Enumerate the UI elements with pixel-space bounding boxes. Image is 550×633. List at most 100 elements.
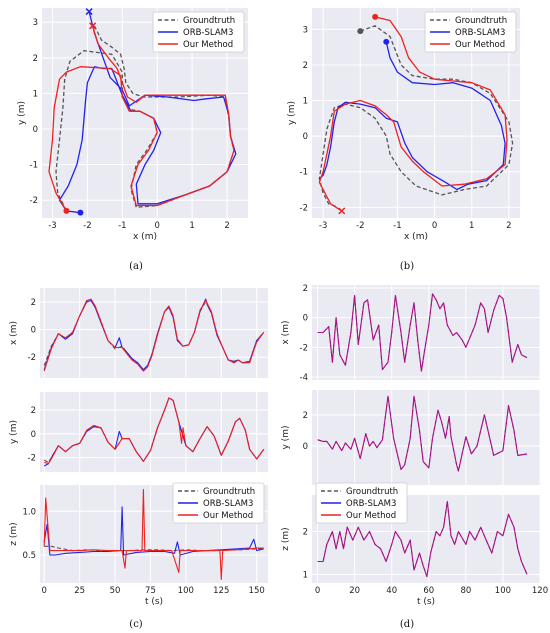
panel-c-legend-label: ORB-SLAM3	[203, 499, 253, 509]
panel-a-xtick-label: -3	[48, 221, 56, 231]
panel-a-orb-start-marker-b	[85, 8, 93, 16]
panel-b-ours-start-marker	[372, 13, 379, 20]
panel-d-legend-box	[315, 482, 408, 524]
panel-a-ours-end-marker	[63, 207, 70, 214]
panel-label-c: (c)	[129, 619, 143, 630]
panel-b-legend-label: ORB-SLAM3	[455, 28, 505, 38]
panel-b-series-orb	[318, 41, 506, 191]
panel-c-sub2-ytick-label: 2	[31, 406, 36, 416]
panel-b-ytick-label: 2	[303, 61, 308, 71]
panel-c-legend: Groundtruth ORB-SLAM3 Our Method	[172, 482, 265, 524]
panel-a-legend-box	[152, 11, 245, 53]
panel-d-sub3-xtick-label: 100	[495, 586, 511, 596]
panel-a-ytick-label: 2	[33, 54, 38, 64]
panel-label-a: (a)	[129, 261, 143, 272]
panel-d-sub1-ytick-label: -4	[300, 373, 308, 383]
panel-d-sub3-xtick-label: 120	[532, 586, 548, 596]
panel-d-sub3-ytick-label: 1	[303, 570, 308, 580]
panel-b-series-ours	[318, 16, 508, 212]
panel-d-sub2-ytick-label: 0	[303, 442, 308, 452]
panel-b-ytick-label: 3	[303, 25, 308, 35]
panel-b-ytick-label: -1	[300, 168, 308, 178]
panel-b-xtick-label: 0	[432, 221, 437, 231]
panel-b-xlabel: x (m)	[404, 232, 428, 242]
panel-d-sub3-xtick-label: 20	[349, 586, 360, 596]
panel-c-sub2-plot-area	[40, 392, 268, 472]
panel-a-series-groundtruth	[55, 25, 235, 212]
panel-a-ytick-label: 0	[33, 125, 38, 135]
panel-b-ytick-label: -2	[300, 203, 308, 213]
panel-c-sub2-series-ours	[44, 397, 265, 465]
panel-b-ytick-label: 1	[303, 97, 308, 107]
panel-c-legend-label: Groundtruth	[203, 487, 255, 497]
panel-d-sub2-ylabel: y (m)	[281, 426, 291, 450]
panel-d-legend: Groundtruth ORB-SLAM3 Our Method	[315, 482, 408, 524]
panel-b-legend-label: Groundtruth	[455, 16, 507, 26]
panel-a-series-ours	[48, 25, 235, 212]
panel-a-xtick-label: -2	[83, 221, 91, 231]
panel-a-legend-label: Our Method	[183, 40, 233, 50]
panel-a-xtick-label: 2	[224, 221, 229, 231]
panel-d-legend-label: Groundtruth	[346, 487, 398, 497]
panel-b-legend-box	[424, 11, 517, 53]
panel-d-sub3-xtick-label: 40	[386, 586, 397, 596]
panel-b-legend: Groundtruth ORB-SLAM3 Our Method	[424, 11, 517, 53]
panel-a-xtick-label: 1	[189, 221, 194, 231]
panel-c-sub3-xtick-label: 100	[178, 586, 194, 596]
panel-d-sub1-ytick-label: -2	[300, 343, 308, 353]
panel-c-sub1-ytick-label: 2	[31, 298, 36, 308]
panel-d-sub2-plot-area	[312, 390, 540, 485]
panel-d-sub1-ylabel: x (m)	[281, 321, 291, 345]
panel-a-ytick-label: -1	[30, 161, 38, 171]
panel-a-orb-end-marker	[77, 209, 84, 216]
panel-b-ours-end-marker	[338, 207, 346, 215]
panel-b-xtick-label: -2	[356, 221, 364, 231]
panel-a-xtick-label: -1	[118, 221, 126, 231]
panel-label-d: (d)	[400, 619, 414, 630]
panel-c-sub2-ylabel: y (m)	[9, 420, 19, 444]
panel-c-sub1-series-ours	[43, 298, 265, 372]
panel-c-sub2-ytick-label: -2	[28, 454, 36, 464]
panel-d-legend-label: ORB-SLAM3	[346, 499, 396, 509]
panel-b-ytick-label: 0	[303, 132, 308, 142]
panel-a-ytick-label: 3	[33, 18, 38, 28]
panel-c-sub3-series-orb	[43, 506, 264, 556]
panel-b-orb-start-marker	[383, 38, 390, 45]
panel-d-legend-label: Our Method	[346, 511, 396, 521]
panel-c-xlabel: t (s)	[145, 597, 163, 607]
panel-d-sub3-ylabel: z (m)	[281, 527, 291, 550]
panel-b-ours-end-marker-b	[338, 207, 346, 215]
panel-a-ytick-label: -2	[30, 196, 38, 206]
panel-a-ours-start-marker-b	[89, 22, 97, 30]
panel-b-ylabel: y (m)	[287, 101, 297, 125]
panel-d-sub3-ytick-label: 2	[303, 527, 308, 537]
panel-a-ylabel: y (m)	[17, 101, 27, 125]
panel-d-sub3-xtick-label: 80	[460, 586, 471, 596]
panel-a-xlabel: x (m)	[133, 232, 157, 242]
panel-d-sub3-xtick-label: 0	[315, 586, 320, 596]
panel-b-xtick-label: 1	[469, 221, 474, 231]
panel-b-groundtruth-start-marker	[357, 28, 364, 35]
panel-d-sub1-plot-area	[312, 285, 540, 380]
panel-c-sub1-plot-area	[40, 288, 268, 378]
panel-d-xlabel: t (s)	[417, 597, 435, 607]
panel-d-sub1-ytick-label: 2	[303, 284, 308, 294]
panel-c-sub1-ylabel: x (m)	[9, 321, 19, 345]
panel-c-sub3-ylabel: z (m)	[9, 522, 19, 545]
panel-d-sub2-series-overlap	[317, 395, 528, 472]
panel-b-series-groundtruth	[318, 25, 514, 208]
panel-c-sub3-xtick-label: 75	[145, 586, 156, 596]
panel-a-legend-label: ORB-SLAM3	[183, 28, 233, 38]
panel-d-sub3-series-overlap	[317, 500, 528, 578]
panel-a-orb-start-marker	[85, 8, 93, 16]
panel-a-xtick-label: 0	[155, 221, 160, 231]
panel-b-legend-label: Our Method	[455, 40, 505, 50]
panel-c-sub1-ytick-label: 0	[31, 326, 36, 336]
panel-a-ours-start-marker	[89, 22, 97, 30]
panel-d-sub3-xtick-label: 60	[423, 586, 434, 596]
panel-c-sub1-ytick-label: -2	[28, 353, 36, 363]
panel-c-sub3-xtick-label: 50	[110, 586, 121, 596]
panel-d-sub2-ytick-label: 2	[303, 411, 308, 421]
panel-c-legend-box	[172, 482, 265, 524]
